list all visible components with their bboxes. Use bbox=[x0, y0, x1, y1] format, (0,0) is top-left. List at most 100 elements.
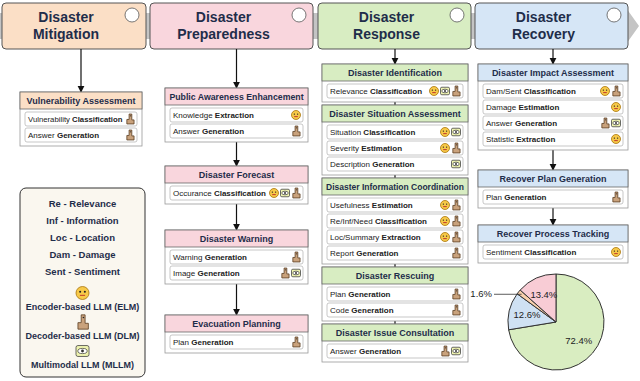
abbreviation: Loc - Location bbox=[50, 232, 115, 243]
icon-pupil bbox=[455, 163, 457, 165]
pie-slices bbox=[508, 274, 604, 370]
icon-pupil bbox=[295, 272, 297, 274]
icon-eye bbox=[616, 87, 617, 88]
model-icon-dlm bbox=[282, 268, 289, 278]
task-box bbox=[327, 198, 463, 212]
task-box bbox=[483, 100, 623, 114]
section-title: Disaster Issue Consultation bbox=[336, 328, 455, 338]
model-label: Multimodal LLM (MLLM) bbox=[31, 360, 134, 370]
icon-head bbox=[292, 111, 301, 120]
task-type: Generation bbox=[359, 347, 401, 356]
task-item: Plan Generation bbox=[483, 190, 623, 204]
icon-head bbox=[601, 87, 610, 96]
model-icon-mllm bbox=[441, 87, 450, 95]
section-header bbox=[322, 267, 468, 284]
task-type: Generation bbox=[515, 119, 557, 128]
model-icon-dlm bbox=[293, 252, 300, 262]
task-type: Generation bbox=[191, 338, 233, 347]
section-box bbox=[478, 170, 628, 208]
section-title: Disaster Situation Assessment bbox=[329, 109, 461, 119]
task-item: Image Generation bbox=[170, 266, 303, 280]
phase-icon bbox=[125, 8, 139, 22]
icon-eye bbox=[614, 137, 615, 138]
section-header bbox=[322, 324, 468, 341]
task-label: Code Generation bbox=[330, 306, 394, 315]
task-subject: Occurance bbox=[173, 189, 214, 198]
icon-frame bbox=[441, 87, 450, 95]
task-type: Classification bbox=[375, 217, 427, 226]
icon-eye bbox=[275, 191, 276, 192]
section: Disaster RescuingPlan GenerationCode Gen… bbox=[322, 267, 468, 321]
section: Disaster Information CoordinationUsefuln… bbox=[322, 178, 468, 264]
section-box bbox=[165, 230, 308, 284]
icon-frame bbox=[281, 189, 290, 197]
task-item: Sentiment Classification bbox=[483, 245, 623, 259]
icon-pupil bbox=[455, 350, 457, 352]
task-label: Relevance Classification bbox=[330, 87, 422, 96]
task-item: Report Generation bbox=[327, 246, 463, 260]
model-icon-elm bbox=[441, 128, 450, 137]
data-label: 12.6% bbox=[514, 309, 541, 320]
model-icon-elm bbox=[612, 135, 621, 144]
task-type: Generation bbox=[202, 127, 244, 136]
task-label: Statistic Extraction bbox=[486, 135, 555, 144]
icon-eye bbox=[456, 217, 457, 218]
icon-eye bbox=[130, 131, 131, 132]
icon-mouth bbox=[443, 206, 447, 207]
icon-head bbox=[612, 135, 621, 144]
model-icon-dlm bbox=[78, 315, 88, 329]
column: DisasterRecoveryDisaster Impact Assessme… bbox=[475, 3, 628, 263]
task-label: Situation Classification bbox=[330, 128, 415, 137]
task-type: Estimation bbox=[518, 103, 559, 112]
task-box bbox=[327, 84, 463, 98]
icon-llama bbox=[453, 200, 460, 210]
task-label: Answer Generation bbox=[486, 119, 557, 128]
task-box bbox=[170, 124, 303, 138]
task-box bbox=[170, 186, 303, 200]
task-box bbox=[327, 141, 463, 155]
task-type: Generation bbox=[351, 306, 393, 315]
section-header bbox=[165, 230, 308, 247]
icon-llama bbox=[293, 126, 300, 136]
icon-eye bbox=[456, 306, 457, 307]
task-item: Occurance Classification bbox=[170, 186, 303, 200]
icon-eye bbox=[606, 89, 607, 90]
task-subject: Report bbox=[330, 249, 356, 258]
icon-mouth bbox=[443, 238, 447, 239]
model-icon-dlm bbox=[453, 289, 460, 299]
connector bbox=[394, 264, 395, 267]
connector bbox=[552, 150, 553, 170]
icon-llama bbox=[602, 118, 609, 128]
task-box bbox=[327, 125, 463, 139]
task-item: Relevance Classification bbox=[327, 84, 463, 98]
icon-mouth bbox=[443, 149, 447, 150]
icon-llama bbox=[127, 130, 134, 140]
connector bbox=[394, 49, 395, 64]
icon-mouth bbox=[294, 116, 298, 117]
icon-eye bbox=[617, 250, 618, 251]
icon-eye bbox=[453, 349, 459, 353]
task-label: Occurance Classification bbox=[173, 189, 266, 198]
model-icon-elm bbox=[270, 189, 279, 198]
icon-frame bbox=[452, 160, 461, 168]
model-icon-dlm bbox=[613, 86, 620, 96]
phase-title: Mitigation bbox=[33, 26, 99, 42]
section-box bbox=[165, 88, 308, 142]
section-title: Public Awareness Enhancement bbox=[169, 92, 303, 102]
connector bbox=[394, 175, 395, 178]
phase-icon bbox=[292, 8, 306, 22]
legend: Re - RelevanceInf - InformationLoc - Loc… bbox=[20, 188, 145, 377]
icon-llama bbox=[293, 337, 300, 347]
icon-eye bbox=[296, 189, 297, 190]
task-label: Answer Generation bbox=[173, 127, 244, 136]
section: Public Awareness EnhancementKnowledge Ex… bbox=[165, 88, 308, 142]
icon-eye bbox=[83, 317, 85, 319]
section: Disaster Issue ConsultationAnswer Genera… bbox=[322, 324, 468, 362]
task-type: Classification bbox=[214, 189, 266, 198]
icon-eye bbox=[297, 113, 298, 114]
task-item: Plan Generation bbox=[327, 287, 463, 301]
task-subject: Description bbox=[330, 160, 372, 169]
model-icon-elm bbox=[441, 201, 450, 210]
icon-eye bbox=[435, 89, 436, 90]
task-box bbox=[483, 245, 623, 259]
